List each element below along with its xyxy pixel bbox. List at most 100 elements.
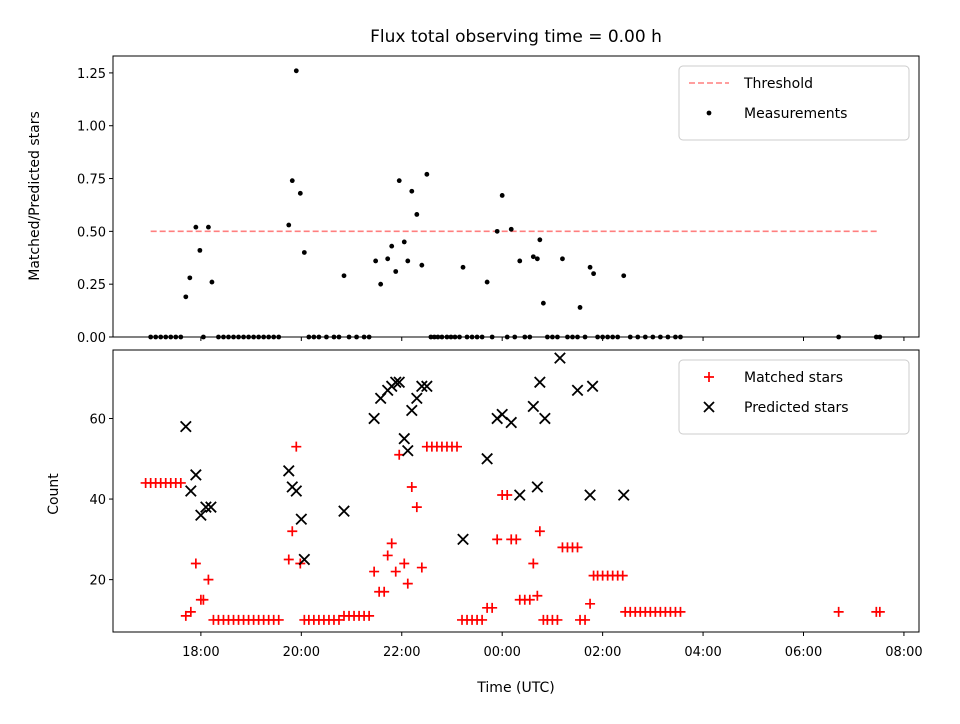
data-point (502, 490, 513, 501)
data-point (386, 538, 397, 549)
data-point (452, 334, 458, 340)
legend-marker (704, 372, 714, 382)
data-point (273, 614, 284, 625)
data-point (479, 334, 485, 340)
data-point (444, 334, 450, 340)
x-tick-label: 18:00 (182, 645, 219, 660)
x-tick-label: 00:00 (483, 645, 520, 660)
data-point (231, 334, 236, 340)
data-point (190, 469, 202, 481)
data-point (366, 334, 372, 340)
legend-label: Measurements (744, 106, 847, 122)
data-point (560, 256, 565, 262)
data-point (316, 334, 322, 340)
y-tick-label: 0.50 (77, 225, 106, 240)
data-point (185, 485, 197, 497)
data-point (200, 501, 212, 513)
data-point (195, 509, 207, 522)
data-point (565, 334, 570, 340)
y-tick-label: 40 (89, 493, 106, 508)
data-point (836, 334, 842, 340)
data-point (584, 489, 596, 501)
data-point (550, 334, 555, 340)
data-point (183, 294, 189, 300)
data-point (287, 526, 298, 537)
data-point (650, 334, 656, 340)
data-point (615, 334, 621, 340)
data-point (193, 224, 199, 230)
data-point (451, 441, 462, 452)
data-point (635, 334, 641, 340)
data-point (537, 237, 543, 243)
data-point (673, 334, 678, 340)
data-point (241, 334, 246, 340)
data-point (369, 566, 380, 577)
data-point (512, 334, 518, 340)
data-point (389, 376, 402, 389)
data-point (524, 594, 535, 605)
data-point (198, 594, 209, 605)
data-point (221, 334, 226, 340)
data-point (401, 444, 414, 457)
data-point (530, 254, 536, 260)
data-point (587, 264, 593, 270)
data-point (642, 334, 648, 340)
x-tick-label: 08:00 (885, 645, 922, 660)
data-point (333, 614, 344, 625)
data-point (874, 606, 885, 617)
data-point (286, 222, 292, 228)
data-point (178, 334, 184, 340)
data-point (410, 392, 423, 405)
data-point (627, 334, 633, 340)
top-panel: 0.00 0.25 0.50 0.75 1.00 1.25 Threshold Measure… (77, 55, 920, 346)
data-point (341, 273, 347, 279)
data-point (361, 334, 367, 340)
data-point (487, 602, 498, 613)
data-point (484, 279, 490, 285)
data-point (610, 334, 616, 340)
legend-box (678, 359, 910, 435)
data-point (582, 334, 588, 340)
data-point (261, 334, 267, 340)
series-matched-stars (140, 441, 885, 625)
data-point (591, 271, 596, 277)
data-point (180, 610, 191, 621)
data-point (489, 334, 495, 340)
data-point (379, 586, 390, 597)
data-point (336, 334, 342, 340)
data-point (575, 334, 580, 340)
data-point (368, 412, 380, 425)
data-point (621, 273, 627, 279)
y-tick-label: 1.00 (77, 120, 106, 135)
x-tick-label: 04:00 (684, 645, 721, 660)
data-point (448, 334, 454, 340)
data-point (401, 239, 407, 245)
data-point (457, 334, 462, 340)
data-point (439, 334, 445, 340)
data-point (393, 376, 406, 389)
legend-marker (703, 401, 715, 413)
data-point (416, 562, 427, 573)
data-point (148, 334, 154, 340)
data-point (398, 432, 411, 445)
data-point (399, 558, 410, 569)
data-point (168, 334, 174, 340)
x-tick-label: 22:00 (383, 645, 420, 660)
data-point (405, 258, 411, 264)
data-point (153, 334, 159, 340)
data-point (402, 578, 413, 589)
legend: Threshold Measurements (678, 65, 910, 141)
data-point (396, 178, 402, 184)
x-tick-label: 20:00 (283, 645, 320, 660)
data-point (209, 279, 215, 285)
data-point (534, 256, 540, 262)
data-point (203, 574, 214, 585)
data-point (539, 412, 551, 425)
data-point (411, 502, 422, 513)
series-predicted-stars (179, 352, 630, 566)
data-point (554, 352, 566, 364)
data-point (504, 334, 510, 340)
data-point (416, 380, 428, 393)
data-point (354, 334, 359, 340)
